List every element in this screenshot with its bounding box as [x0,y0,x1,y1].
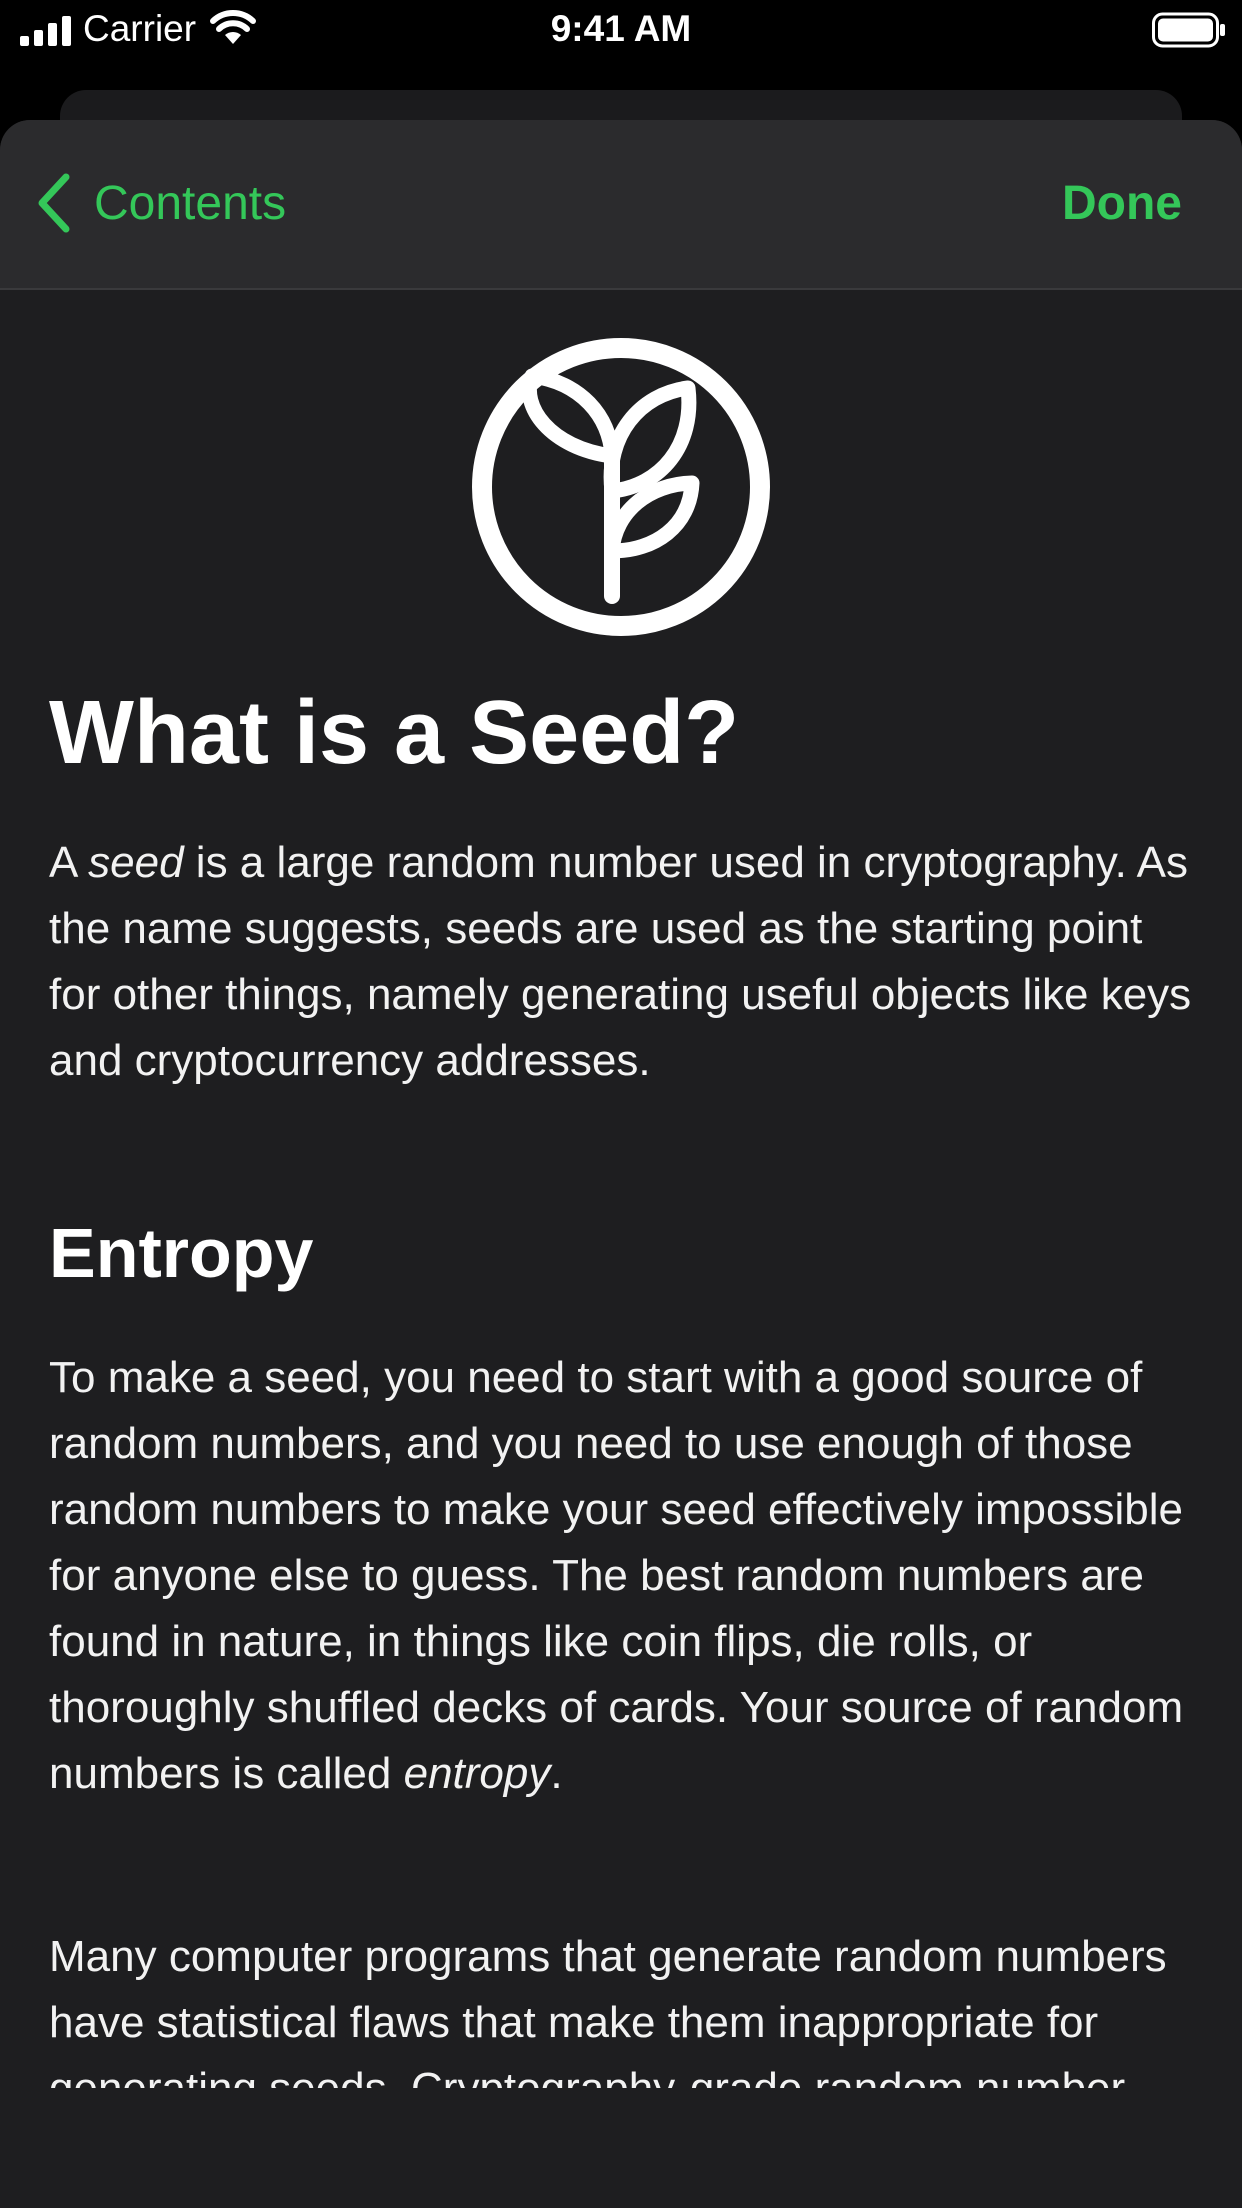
navigation-bar: Contents Done [0,120,1242,290]
clock-time: 9:41 AM [550,8,692,49]
entropy-paragraph: To make a seed, you need to start with a… [49,1353,1184,1798]
emphasis-seed: seed [88,838,184,887]
article-content[interactable]: What is a Seed? A seed is a large random… [0,288,1242,2088]
help-sheet: Contents Done What is a Seed? A seed is … [0,120,1242,2208]
done-button[interactable]: Done [1062,177,1182,230]
battery-icon [1152,12,1225,48]
section-heading-entropy: Entropy [49,1214,314,1292]
intro-paragraph: A seed is a large random number used in … [49,838,1192,1085]
status-bar: Carrier 9:41 AM [0,0,1242,60]
seedling-icon [472,338,770,636]
wifi-icon [210,10,256,44]
carrier-name: Carrier [83,8,197,49]
cellular-signal-icon [20,16,71,46]
article-title: What is a Seed? [49,683,740,783]
contents-back-button[interactable]: Contents [36,168,286,238]
chevron-left-icon [38,173,70,233]
rng-paragraph: Many computer programs that generate ran… [49,1932,1167,2088]
emphasis-entropy: entropy [403,1749,551,1798]
back-button-label: Contents [94,176,287,230]
